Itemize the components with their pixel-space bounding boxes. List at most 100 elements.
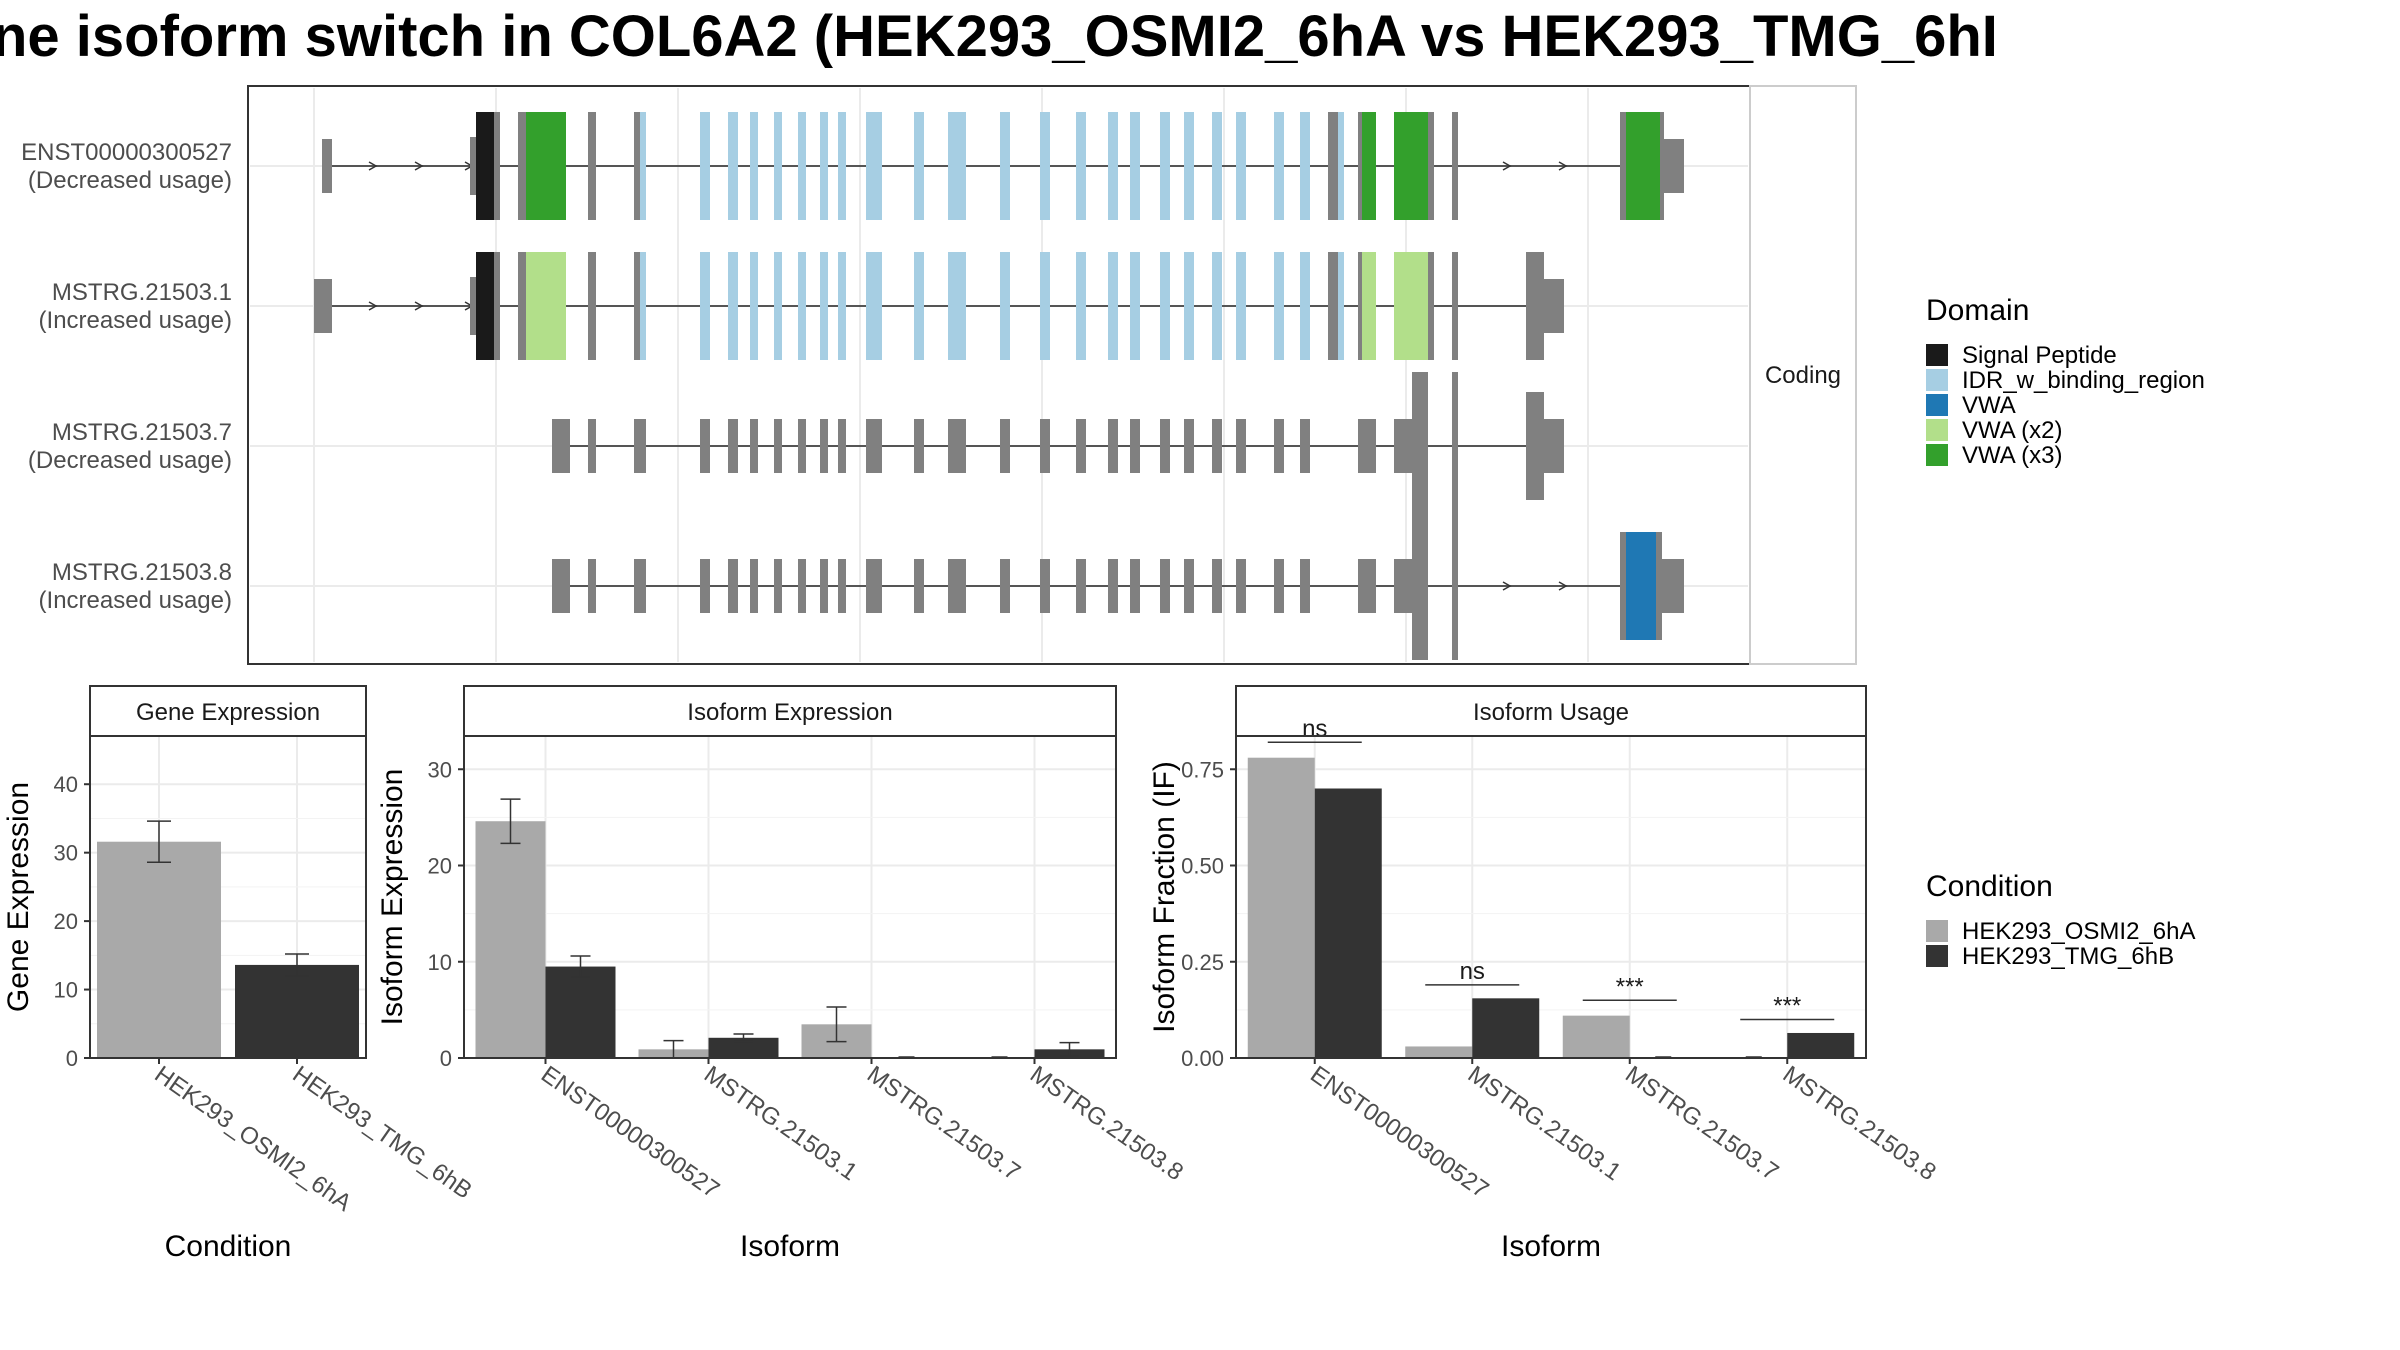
isoform-usage-label: (Increased usage) [39, 307, 232, 334]
exon [1108, 559, 1118, 613]
exon [1394, 559, 1412, 613]
exon [1184, 559, 1194, 613]
y-axis-title: Isoform Expression [376, 769, 409, 1026]
bar [1472, 998, 1540, 1058]
utr-exon [470, 137, 476, 195]
exon [750, 419, 758, 473]
x-tick-label: ENST00000300527 [536, 1061, 724, 1204]
utr-exon [1526, 392, 1544, 500]
exon [1620, 532, 1626, 640]
exon [1300, 419, 1310, 473]
idr-exon [728, 112, 738, 220]
isoform-usage-label: (Increased usage) [39, 587, 232, 614]
exon [1076, 419, 1086, 473]
exon [634, 419, 646, 473]
bar [1247, 757, 1315, 1058]
x-tick-label: MSTRG.21503.7 [1620, 1061, 1783, 1186]
exon [1620, 112, 1626, 220]
idr-exon [1076, 112, 1086, 220]
x-tick-label: MSTRG.21503.8 [1025, 1061, 1188, 1186]
intron-arrow-icon [368, 301, 378, 311]
condition-legend-title: Condition [1926, 870, 2053, 903]
exon [1452, 372, 1458, 520]
exon [1108, 419, 1118, 473]
signal-peptide-exon [476, 252, 494, 360]
y-tick-label: 10 [428, 950, 452, 975]
exon [1358, 419, 1376, 473]
exon [1428, 112, 1434, 220]
vwa-exon [1626, 532, 1656, 640]
intron-arrow-icon [1558, 581, 1568, 591]
bar [1787, 1032, 1855, 1058]
exon [1328, 112, 1338, 220]
exon [1236, 419, 1246, 473]
idr-exon [1300, 112, 1310, 220]
y-tick-label: 0 [440, 1046, 452, 1071]
exon [518, 252, 526, 360]
x-axis-title: Condition [165, 1230, 292, 1263]
panel-title: Isoform Expression [687, 699, 892, 726]
vwa-x3-exon [526, 112, 566, 220]
vwa-x2-exon [526, 252, 566, 360]
idr-exon [1108, 252, 1118, 360]
domain-legend: Domain Signal PeptideIDR_w_binding_regio… [1926, 294, 2205, 469]
idr-exon [1040, 112, 1050, 220]
utr-exon [470, 277, 476, 335]
y-tick-label: 30 [54, 841, 78, 866]
exon [588, 419, 596, 473]
idr-exon [728, 252, 738, 360]
domain-legend-items: Signal PeptideIDR_w_binding_regionVWAVWA… [1926, 342, 2205, 469]
idr-exon [1274, 252, 1284, 360]
exon [1452, 112, 1458, 220]
utr-exon [1544, 419, 1564, 473]
isoform-usage-label: (Decreased usage) [28, 447, 232, 474]
isoform-id-label: MSTRG.21503.8 [52, 559, 232, 586]
idr-exon [1184, 252, 1194, 360]
exon [914, 419, 924, 473]
idr-exon [866, 252, 882, 360]
utr-exon [1544, 279, 1564, 333]
exon [1160, 559, 1170, 613]
vwa-x2-exon [1362, 252, 1376, 360]
figure-title: ne isoform switch in COL6A2 (HEK293_OSMI… [0, 4, 1998, 69]
bar [1562, 1015, 1630, 1058]
idr-exon [1184, 112, 1194, 220]
exon [728, 419, 738, 473]
exon [866, 559, 882, 613]
bar [97, 841, 221, 1058]
exon [728, 559, 738, 613]
significance-label: *** [1616, 973, 1644, 1000]
isoform-expression-panel: Isoform Expression 0 10 20 30 ENST00000300527… [376, 685, 1188, 1263]
panel-strip [1235, 685, 1867, 737]
exon [798, 559, 806, 613]
idr-exon [1160, 252, 1170, 360]
idr-exon [914, 252, 924, 360]
exon [914, 559, 924, 613]
y-tick-label: 0.75 [1181, 757, 1224, 782]
exon [634, 559, 646, 613]
idr-exon [774, 252, 782, 360]
exon [798, 419, 806, 473]
y-tick-label: 0.25 [1181, 950, 1224, 975]
idr-exon [838, 112, 846, 220]
exon [866, 419, 882, 473]
bar [1314, 788, 1382, 1058]
exon [820, 559, 828, 613]
idr-exon [948, 252, 966, 360]
utr-exon [1664, 139, 1684, 193]
utr-exon [1662, 559, 1684, 613]
idr-exon [1236, 112, 1246, 220]
idr-exon [1076, 252, 1086, 360]
vwa-x3-exon [1626, 112, 1660, 220]
idr-exon [1130, 112, 1140, 220]
idr-exon [1212, 252, 1222, 360]
vwa-x3-exon [1362, 112, 1376, 220]
bar [1405, 1046, 1473, 1058]
idr-exon [1000, 112, 1010, 220]
y-axis-title: Gene Expression [2, 782, 35, 1012]
domain-legend-label: Signal Peptide [1962, 342, 2117, 369]
idr-exon [798, 252, 806, 360]
exon [1656, 532, 1662, 640]
